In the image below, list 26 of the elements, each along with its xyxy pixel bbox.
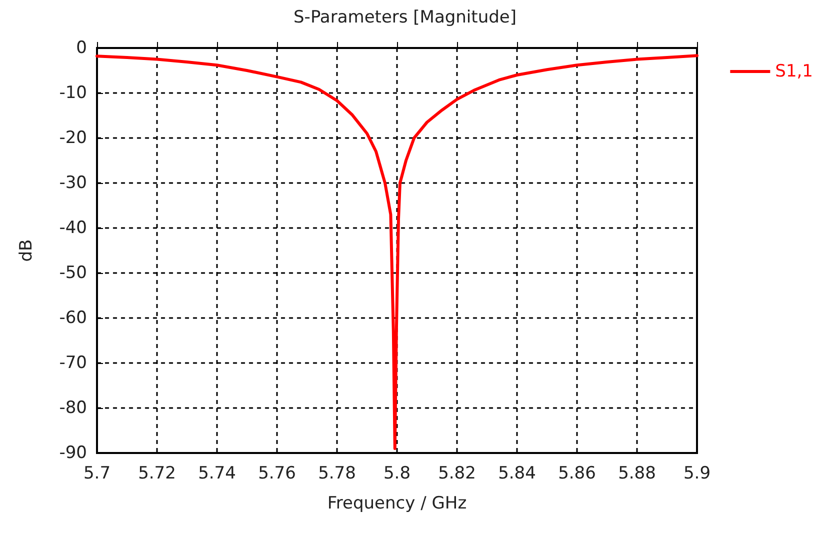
y-tick-label: -30 <box>59 173 87 193</box>
x-axis-title: Frequency / GHz <box>327 494 467 514</box>
x-tick-label: 5.9 <box>683 464 711 484</box>
y-tick-label: 0 <box>76 38 87 58</box>
x-tick-label: 5.7 <box>83 464 111 484</box>
y-tick-label: -10 <box>59 83 87 103</box>
x-tick-label: 5.86 <box>558 464 596 484</box>
y-tick-label: -70 <box>59 353 87 373</box>
x-tick-label: 5.74 <box>198 464 236 484</box>
y-axis-title: dB <box>16 239 36 262</box>
x-tick-label: 5.78 <box>318 464 356 484</box>
x-tick-label: 5.82 <box>438 464 476 484</box>
x-tick-label: 5.84 <box>498 464 536 484</box>
chart-title: S-Parameters [Magnitude] <box>294 8 516 28</box>
x-tick-label: 5.88 <box>618 464 656 484</box>
y-tick-label: -20 <box>59 128 87 148</box>
y-tick-label: -90 <box>59 443 87 463</box>
x-tick-label: 5.76 <box>258 464 296 484</box>
x-tick-label: 5.8 <box>383 464 411 484</box>
legend-label: S1,1 <box>775 62 813 82</box>
y-tick-label: -50 <box>59 263 87 283</box>
line-series <box>96 54 698 450</box>
y-tick-label: -40 <box>59 218 87 238</box>
y-tick-label: -60 <box>59 308 87 328</box>
x-tick-label: 5.72 <box>138 464 176 484</box>
y-tick-label: -80 <box>59 398 87 418</box>
